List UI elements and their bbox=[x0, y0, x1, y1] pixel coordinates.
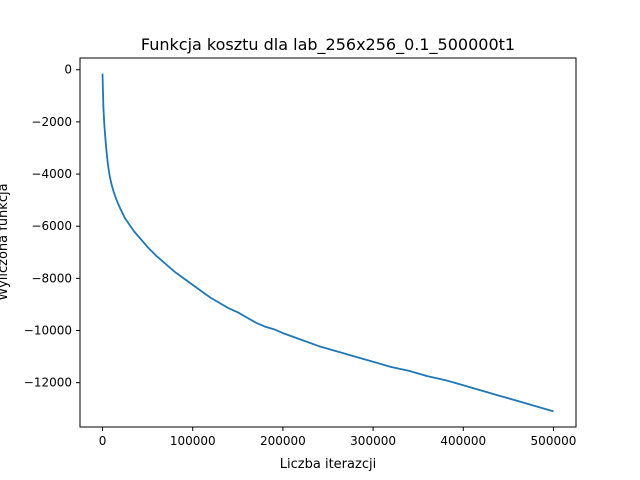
plot-area-frame bbox=[79, 57, 577, 428]
y-tick-label: −10000 bbox=[24, 324, 72, 338]
chart-title: Funkcja kosztu dla lab_256x256_0.1_50000… bbox=[141, 35, 515, 55]
y-tick-label: −8000 bbox=[31, 271, 72, 285]
cost-series-line bbox=[101, 73, 554, 413]
x-tick-label: 500000 bbox=[531, 434, 577, 448]
y-axis-ticks: 0 −2000 −4000 −6000 −8000 −10000 −12000 bbox=[24, 63, 80, 390]
y-tick-label: 0 bbox=[64, 63, 72, 77]
x-tick-label: 200000 bbox=[260, 434, 306, 448]
y-tick-label: −4000 bbox=[31, 167, 72, 181]
y-tick-label: −6000 bbox=[31, 219, 72, 233]
x-axis-label: Liczba iterazcji bbox=[280, 457, 376, 472]
x-tick-label: 100000 bbox=[170, 434, 216, 448]
series-group bbox=[101, 73, 554, 413]
x-tick-label: 400000 bbox=[440, 434, 486, 448]
y-tick-label: −12000 bbox=[24, 376, 72, 390]
x-tick-label: 300000 bbox=[350, 434, 396, 448]
y-tick-label: −2000 bbox=[31, 115, 72, 129]
x-tick-label: 0 bbox=[99, 434, 107, 448]
y-axis-label: Wyliczona funkcja bbox=[0, 183, 11, 300]
x-axis-ticks: 0 100000 200000 300000 400000 500000 bbox=[99, 427, 577, 448]
